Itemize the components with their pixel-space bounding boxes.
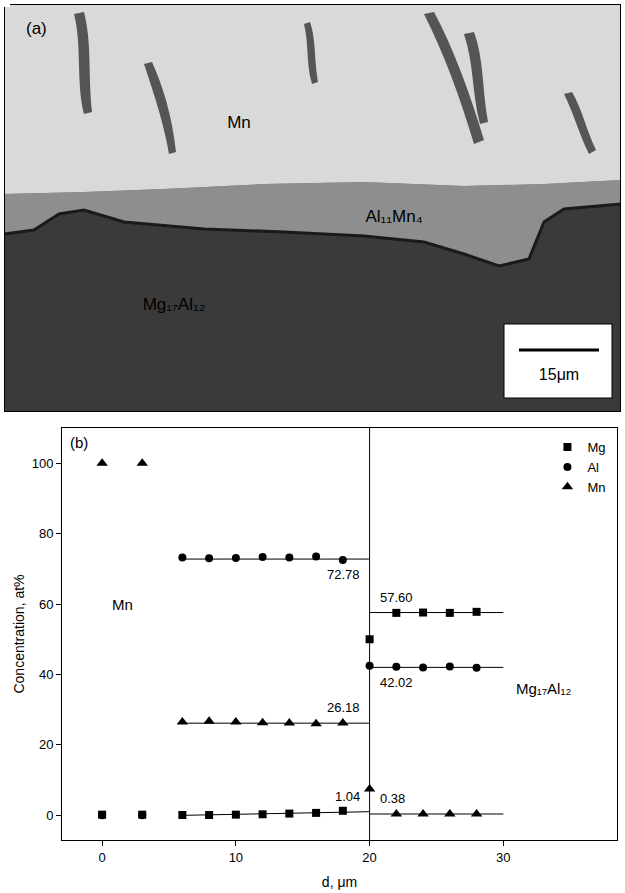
- svg-text:26.18: 26.18: [327, 700, 360, 715]
- svg-text:42.02: 42.02: [380, 675, 413, 690]
- svg-text:72.78: 72.78: [327, 567, 360, 582]
- svg-text:10: 10: [229, 850, 243, 865]
- svg-text:20: 20: [362, 850, 376, 865]
- svg-text:40: 40: [39, 667, 53, 682]
- svg-text:0: 0: [99, 850, 106, 865]
- svg-text:Mg: Mg: [587, 440, 605, 455]
- svg-text:57.60: 57.60: [380, 590, 413, 605]
- svg-text:15μm: 15μm: [539, 366, 579, 383]
- svg-text:Al₁₁Mn₄: Al₁₁Mn₄: [365, 207, 422, 226]
- svg-text:30: 30: [496, 850, 510, 865]
- svg-text:20: 20: [39, 737, 53, 752]
- svg-text:Mn: Mn: [587, 480, 605, 495]
- svg-text:100: 100: [32, 456, 54, 471]
- svg-text:Al: Al: [587, 460, 599, 475]
- svg-text:0: 0: [46, 808, 53, 823]
- svg-text:60: 60: [39, 597, 53, 612]
- svg-text:Mg₁₇Al₁₂: Mg₁₇Al₁₂: [516, 680, 571, 697]
- svg-text:(a): (a): [26, 19, 47, 38]
- svg-text:Mn: Mn: [112, 596, 133, 613]
- svg-text:Concentration, at%: Concentration, at%: [11, 574, 27, 693]
- svg-text:80: 80: [39, 526, 53, 541]
- svg-text:1.04: 1.04: [335, 789, 360, 804]
- svg-text:Mg₁₇Al₁₂: Mg₁₇Al₁₂: [143, 295, 206, 314]
- svg-text:d, μm: d, μm: [322, 874, 357, 890]
- svg-text:(b): (b): [70, 434, 88, 451]
- svg-text:Mn: Mn: [227, 113, 251, 132]
- svg-text:0.38: 0.38: [380, 791, 405, 806]
